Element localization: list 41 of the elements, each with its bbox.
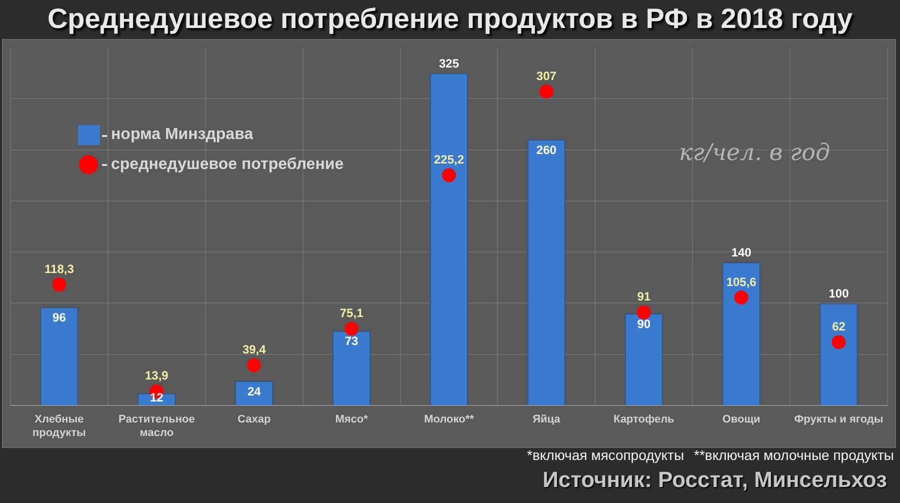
data-label: 24 (247, 384, 262, 398)
data-label: 39,4 (242, 342, 266, 357)
x-tick-label: Овощи (722, 413, 760, 426)
data-label: 90 (637, 316, 651, 331)
point (344, 322, 359, 336)
point (52, 277, 66, 292)
chart-title: Среднедушевое потребление продуктов в РФ в 2018 году (47, 3, 853, 34)
x-tick-label: Сахар (238, 413, 271, 426)
data-label: 140 (731, 246, 752, 260)
text: *включая мясопродукты (527, 447, 684, 463)
data-label: 105,6 (726, 274, 757, 289)
data-label: 73 (344, 334, 359, 348)
data-label: 307 (536, 68, 557, 83)
legend-label: среднедушевое потребление (102, 156, 344, 174)
data-label: 75,1 (340, 306, 364, 320)
x-tick-label: Молоко** (424, 413, 475, 426)
data-label: 100 (828, 286, 850, 301)
x-tick-label: Растительное масло (118, 413, 195, 440)
data-label: 225,2 (434, 152, 464, 166)
data-label: 260 (536, 142, 557, 157)
data-label: 325 (438, 56, 460, 70)
text: Источник: Росстат, Минсельхоз (542, 467, 887, 492)
point (442, 168, 456, 182)
point (734, 290, 748, 304)
data-label: 96 (52, 310, 66, 325)
point (539, 84, 554, 98)
data-label: 62 (832, 319, 846, 334)
data-label: 91 (637, 290, 651, 304)
point (832, 335, 846, 350)
data-label: 118,3 (44, 262, 74, 276)
point (636, 305, 651, 320)
x-tick-label: Яйца (532, 413, 562, 426)
data-label: 13,9 (144, 368, 169, 383)
annotation: кг/чел. в год (679, 140, 830, 166)
x-tick-label: Фрукты и ягоды (794, 413, 884, 426)
point (247, 358, 262, 372)
x-tick-label: Картофель (613, 413, 675, 426)
x-tick-label: Мясо* (335, 413, 369, 426)
legend-label: норма Минздрава (102, 126, 254, 144)
text: **включая молочные продукты (694, 447, 894, 463)
x-tick-label: Хлебные продукты (32, 413, 86, 440)
